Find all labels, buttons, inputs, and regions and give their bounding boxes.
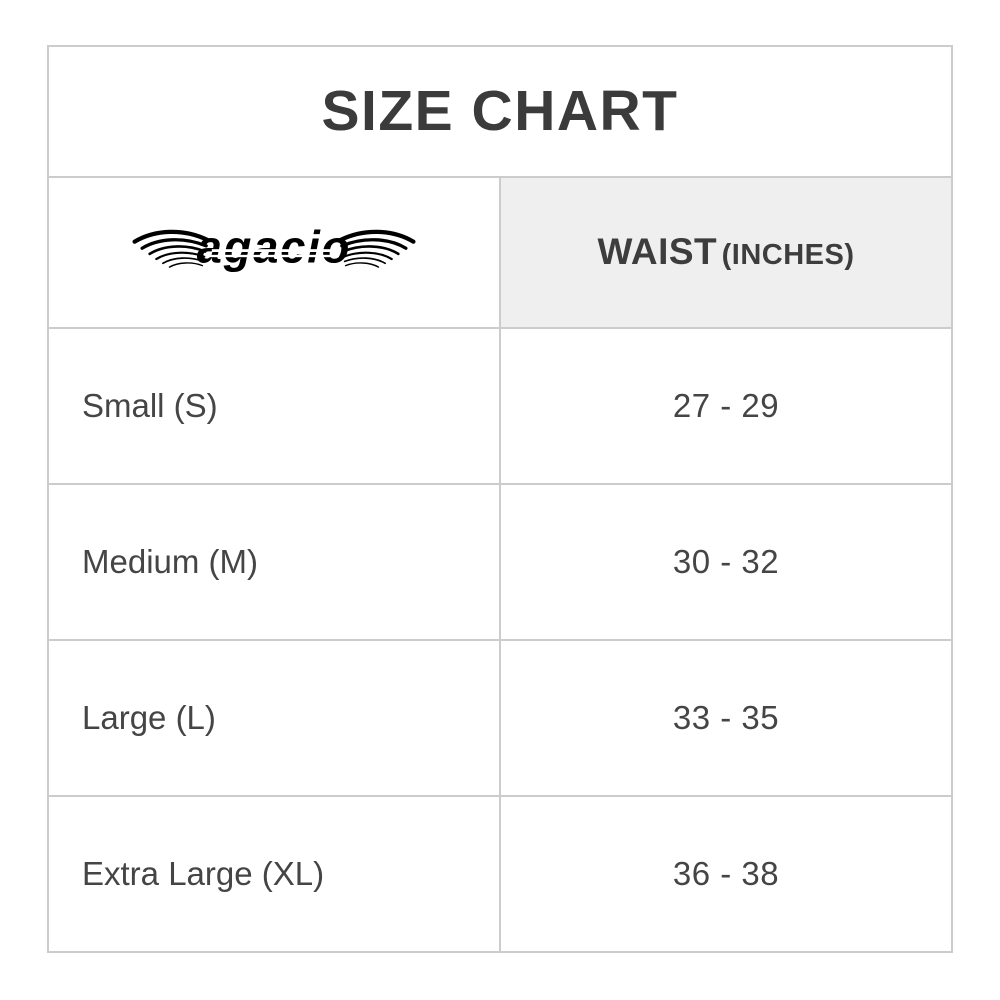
brand-logo-text: agacio xyxy=(197,222,352,273)
header-row: agacio WAIST (INCHES) xyxy=(47,175,953,329)
waist-header-label: WAIST xyxy=(597,231,718,273)
brand-logo-cell: agacio xyxy=(47,175,501,329)
waist-header-cell: WAIST (INCHES) xyxy=(499,175,953,329)
size-label: Small (S) xyxy=(47,326,501,485)
waist-range: 30 - 32 xyxy=(499,482,953,641)
size-label: Large (L) xyxy=(47,638,501,797)
waist-range: 36 - 38 xyxy=(499,794,953,954)
agacio-wings-logo-icon: agacio xyxy=(132,222,420,273)
brand-logo: agacio xyxy=(49,218,499,286)
table-row-large: Large (L) 33 - 35 xyxy=(47,638,953,797)
title-row: SIZE CHART xyxy=(47,45,953,178)
table-row-medium: Medium (M) 30 - 32 xyxy=(47,482,953,641)
table-row-extra-large: Extra Large (XL) 36 - 38 xyxy=(47,794,953,954)
table-row-small: Small (S) 27 - 29 xyxy=(47,326,953,485)
waist-range: 33 - 35 xyxy=(499,638,953,797)
chart-title: SIZE CHART xyxy=(47,45,953,178)
waist-range: 27 - 29 xyxy=(499,326,953,485)
waist-header-unit: (INCHES) xyxy=(721,239,855,272)
size-chart-table: SIZE CHART xyxy=(47,45,953,954)
size-label: Extra Large (XL) xyxy=(47,794,501,954)
size-label: Medium (M) xyxy=(47,482,501,641)
